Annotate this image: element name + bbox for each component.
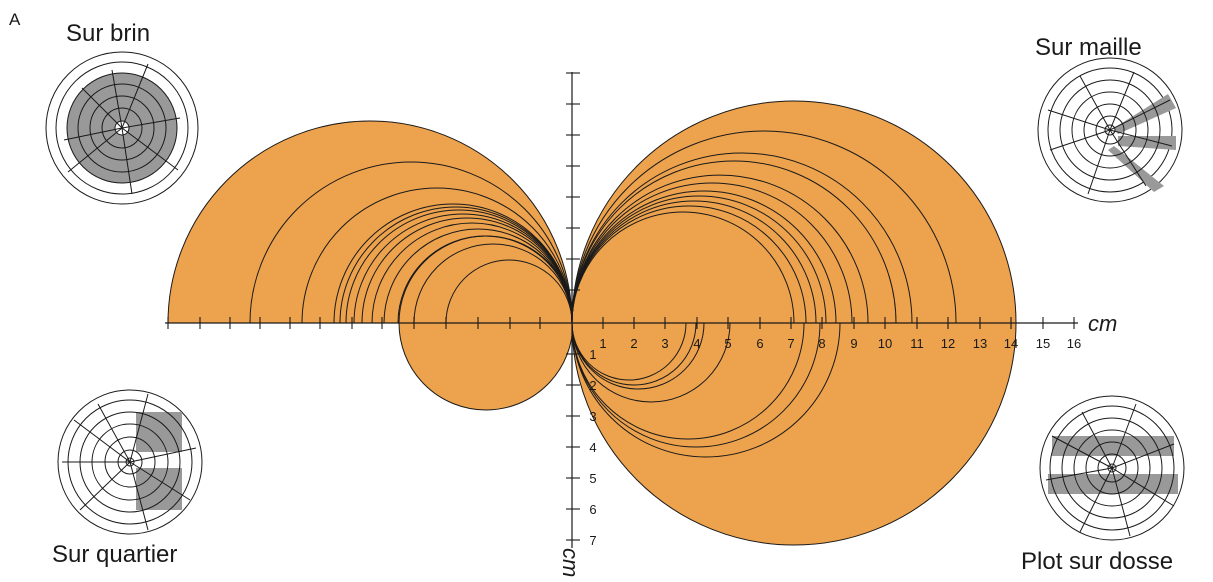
x-axis-ticks — [167, 317, 1075, 329]
inset-sur-maille — [1037, 57, 1183, 203]
x-tick-label: 12 — [941, 336, 955, 351]
x-tick-label: 4 — [693, 336, 700, 351]
inset-title-sur-quartier: Sur quartier — [52, 541, 177, 568]
panel-label: A — [9, 10, 21, 29]
x-tick-label: 14 — [1004, 336, 1018, 351]
upper-left-nested-arcs — [249, 161, 573, 324]
y-tick-label: 7 — [589, 533, 596, 548]
inset-sur-quartier — [57, 389, 203, 535]
y-tick-label: 2 — [589, 378, 596, 393]
y-tick-label: 3 — [589, 409, 596, 424]
x-tick-labels: 1 2 3 4 5 6 7 8 9 10 11 12 13 14 15 16 — [599, 336, 1081, 351]
x-tick-label: 11 — [910, 336, 924, 351]
x-tick-label: 13 — [973, 336, 987, 351]
x-tick-label: 10 — [878, 336, 892, 351]
inset-plot-sur-dosse — [1039, 395, 1185, 541]
x-tick-label: 5 — [724, 336, 731, 351]
x-tick-label: 7 — [787, 336, 794, 351]
x-tick-label: 9 — [850, 336, 857, 351]
x-tick-label: 16 — [1067, 336, 1081, 351]
inset-title-sur-brin: Sur brin — [66, 20, 150, 47]
x-tick-label: 3 — [661, 336, 668, 351]
y-tick-label: 1 — [589, 347, 596, 362]
x-tick-label: 8 — [818, 336, 825, 351]
y-axis-ticks — [566, 72, 580, 541]
upper-right-nested-arcs — [571, 130, 957, 324]
lower-right-nested-arcs — [571, 322, 841, 458]
y-tick-label: 5 — [589, 471, 596, 486]
x-tick-label: 15 — [1036, 336, 1050, 351]
y-tick-label: 4 — [589, 440, 596, 455]
x-tick-label: 1 — [599, 336, 606, 351]
y-tick-label: 6 — [589, 502, 596, 517]
inset-sur-brin — [45, 51, 199, 205]
y-axis-unit: cm — [558, 548, 583, 577]
x-axis-unit: cm — [1088, 311, 1117, 336]
inset-title-plot-sur-dosse: Plot sur dosse — [1021, 548, 1173, 575]
inset-title-sur-maille: Sur maille — [1035, 34, 1142, 61]
main-diagram: 1 2 3 4 5 6 7 8 9 10 11 12 13 14 15 16 1… — [165, 72, 1117, 577]
x-tick-label: 2 — [630, 336, 637, 351]
x-tick-label: 6 — [756, 336, 763, 351]
y-tick-labels: 1 2 3 4 5 6 7 — [589, 347, 596, 548]
